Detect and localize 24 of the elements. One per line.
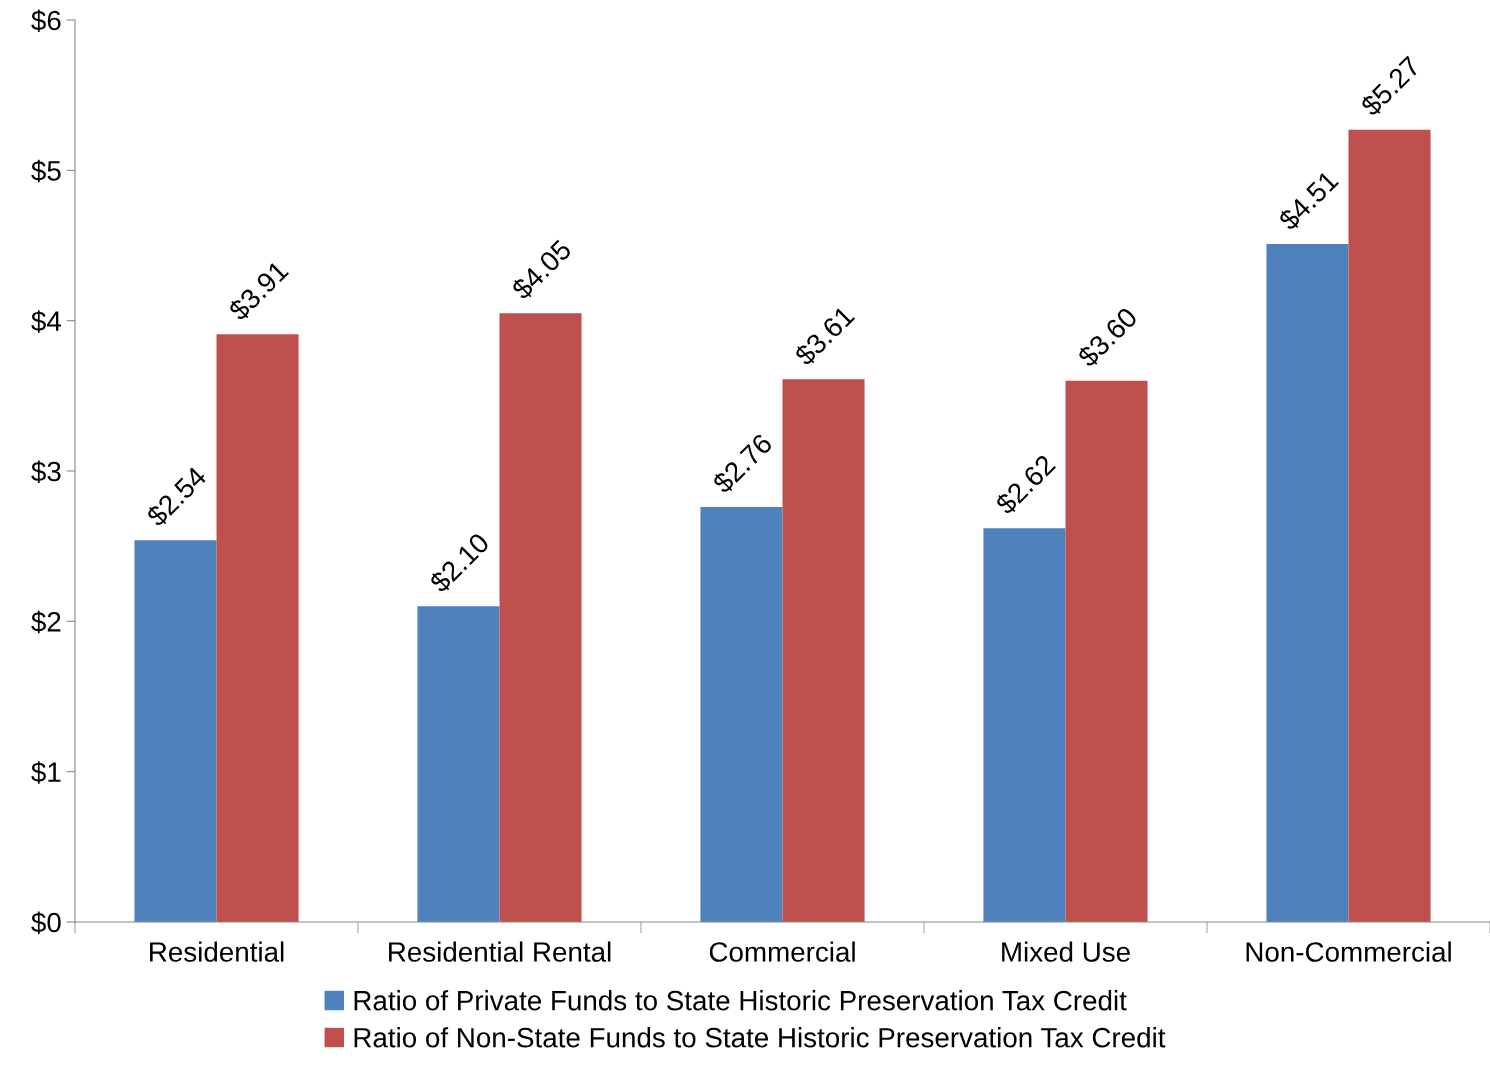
x-tick-label: Non-Commercial xyxy=(1246,941,1451,962)
legend-label: Ratio of Private Funds to State Historic Preservation Tax Credit xyxy=(354,990,1127,1011)
bar xyxy=(1065,380,1148,922)
y-tick-label: $2 xyxy=(31,610,61,634)
y-tick-label: $4 xyxy=(31,310,61,333)
bar xyxy=(216,334,299,922)
x-tick-label: Residential xyxy=(150,941,284,962)
bar xyxy=(782,379,865,922)
bar xyxy=(134,540,217,922)
x-tick-label: Mixed Use xyxy=(1002,941,1130,962)
bar xyxy=(700,507,783,922)
y-tick-label: $3 xyxy=(31,460,61,483)
bar xyxy=(983,528,1066,922)
y-tick-label: $5 xyxy=(31,159,61,183)
legend-label: Ratio of Non-State Funds to State Historic Preservation Tax Credit xyxy=(354,1027,1166,1048)
bar xyxy=(1348,129,1431,922)
bar xyxy=(499,313,582,922)
y-tick-label: $6 xyxy=(31,9,61,32)
bar xyxy=(417,606,500,922)
x-tick-label: Residential Rental xyxy=(389,941,611,962)
y-tick-label: $1 xyxy=(31,761,61,784)
bar xyxy=(1266,244,1349,922)
x-tick-label: Commercial xyxy=(709,941,855,962)
y-tick-label: $0 xyxy=(31,911,61,934)
